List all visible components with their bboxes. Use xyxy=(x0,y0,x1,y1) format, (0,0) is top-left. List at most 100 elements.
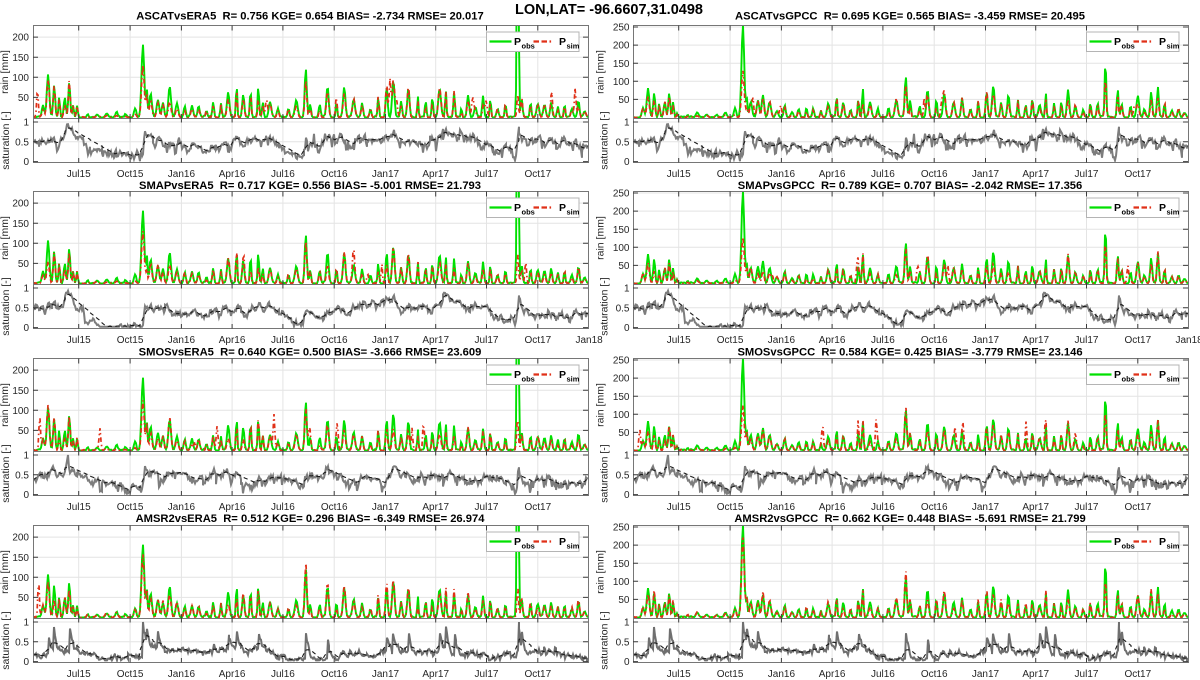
svg-text:0.5: 0.5 xyxy=(15,303,29,314)
svg-text:Apr17: Apr17 xyxy=(422,335,449,346)
svg-text:0.5: 0.5 xyxy=(15,137,29,148)
svg-text:1: 1 xyxy=(23,451,29,462)
svg-text:0.5: 0.5 xyxy=(616,303,630,314)
svg-text:Oct15: Oct15 xyxy=(117,502,144,513)
svg-text:rain [mm]: rain [mm] xyxy=(0,216,11,260)
svg-text:Oct17: Oct17 xyxy=(524,169,551,180)
svg-text:100: 100 xyxy=(613,410,630,421)
svg-text:Jul17: Jul17 xyxy=(1075,502,1099,513)
svg-text:1: 1 xyxy=(624,451,630,462)
svg-text:200: 200 xyxy=(613,541,630,552)
svg-text:saturation [-]: saturation [-] xyxy=(599,111,611,169)
svg-text:rain [mm]: rain [mm] xyxy=(0,550,11,594)
svg-text:Oct15: Oct15 xyxy=(717,502,744,513)
svg-text:SMAPvsGPCC R= 0.789 KGE= 0.70: SMAPvsGPCC R= 0.789 KGE= 0.707 BIAS= -2.… xyxy=(738,180,1083,192)
svg-text:SMAPvsERA5 R= 0.717 KGE= 0.55: SMAPvsERA5 R= 0.717 KGE= 0.556 BIAS= -5.… xyxy=(139,180,481,192)
svg-text:Jul17: Jul17 xyxy=(475,502,499,513)
svg-text:Jan16: Jan16 xyxy=(168,669,196,680)
svg-text:AMSR2vsERA5 R= 0.512 KGE= 0.2: AMSR2vsERA5 R= 0.512 KGE= 0.296 BIAS= -6… xyxy=(136,513,486,525)
svg-text:saturation [-]: saturation [-] xyxy=(0,444,12,502)
svg-text:Jul16: Jul16 xyxy=(871,169,895,180)
svg-text:saturation [-]: saturation [-] xyxy=(0,277,12,335)
svg-text:Jul15: Jul15 xyxy=(667,169,691,180)
svg-text:0.5: 0.5 xyxy=(15,470,29,481)
svg-text:100: 100 xyxy=(12,406,29,417)
svg-text:1: 1 xyxy=(624,284,630,295)
svg-text:ASCATvsGPCC R= 0.695 KGE= 0.5: ASCATvsGPCC R= 0.695 KGE= 0.565 BIAS= -3… xyxy=(735,10,1085,22)
svg-text:0.5: 0.5 xyxy=(616,470,630,481)
svg-text:150: 150 xyxy=(613,559,630,570)
svg-text:rain [mm]: rain [mm] xyxy=(0,383,11,427)
svg-text:Oct17: Oct17 xyxy=(1124,335,1151,346)
svg-text:Apr17: Apr17 xyxy=(1022,502,1049,513)
svg-text:Jul17: Jul17 xyxy=(1075,169,1099,180)
svg-text:Apr17: Apr17 xyxy=(1022,669,1049,680)
svg-text:Apr16: Apr16 xyxy=(819,669,846,680)
svg-text:100: 100 xyxy=(613,577,630,588)
svg-text:Jan17: Jan17 xyxy=(372,169,400,180)
svg-text:SMOSvsERA5 R= 0.640 KGE= 0.50: SMOSvsERA5 R= 0.640 KGE= 0.500 BIAS= -3.… xyxy=(139,346,482,358)
svg-text:Oct16: Oct16 xyxy=(921,169,948,180)
svg-text:saturation [-]: saturation [-] xyxy=(599,444,611,502)
svg-text:50: 50 xyxy=(618,95,630,106)
svg-text:0.5: 0.5 xyxy=(616,637,630,648)
svg-text:150: 150 xyxy=(613,225,630,236)
svg-text:Oct17: Oct17 xyxy=(524,669,551,680)
svg-text:Oct17: Oct17 xyxy=(1124,169,1151,180)
svg-text:Apr17: Apr17 xyxy=(422,669,449,680)
svg-text:100: 100 xyxy=(12,239,29,250)
svg-text:200: 200 xyxy=(613,207,630,218)
svg-text:150: 150 xyxy=(613,59,630,70)
svg-text:Jan16: Jan16 xyxy=(768,335,796,346)
svg-text:Apr17: Apr17 xyxy=(1022,335,1049,346)
svg-text:50: 50 xyxy=(18,426,30,437)
svg-text:saturation [-]: saturation [-] xyxy=(0,611,12,669)
svg-text:100: 100 xyxy=(613,243,630,254)
svg-text:Oct17: Oct17 xyxy=(524,335,551,346)
svg-text:0.5: 0.5 xyxy=(616,137,630,148)
svg-text:150: 150 xyxy=(12,219,29,230)
svg-text:200: 200 xyxy=(613,41,630,52)
svg-text:Jul16: Jul16 xyxy=(271,502,295,513)
svg-text:Jul16: Jul16 xyxy=(271,335,295,346)
svg-text:Oct15: Oct15 xyxy=(117,335,144,346)
svg-text:Jan17: Jan17 xyxy=(972,169,1000,180)
svg-text:Oct16: Oct16 xyxy=(321,502,348,513)
svg-text:Apr16: Apr16 xyxy=(219,169,246,180)
svg-text:Oct16: Oct16 xyxy=(921,502,948,513)
svg-text:Oct15: Oct15 xyxy=(717,169,744,180)
svg-text:Jan18: Jan18 xyxy=(1175,335,1200,346)
svg-text:Jul16: Jul16 xyxy=(271,169,295,180)
svg-text:Jan17: Jan17 xyxy=(372,669,400,680)
svg-text:Jan16: Jan16 xyxy=(168,335,196,346)
svg-text:Jul15: Jul15 xyxy=(667,669,691,680)
svg-text:0: 0 xyxy=(624,157,630,168)
svg-text:1: 1 xyxy=(624,618,630,629)
svg-text:0: 0 xyxy=(624,323,630,334)
svg-text:Apr16: Apr16 xyxy=(819,169,846,180)
svg-text:1: 1 xyxy=(23,618,29,629)
svg-text:Jul15: Jul15 xyxy=(67,169,91,180)
svg-text:50: 50 xyxy=(18,593,30,604)
svg-text:Jul16: Jul16 xyxy=(871,335,895,346)
svg-text:150: 150 xyxy=(12,53,29,64)
svg-text:Jan17: Jan17 xyxy=(372,335,400,346)
svg-text:Jan17: Jan17 xyxy=(972,502,1000,513)
svg-text:Jan16: Jan16 xyxy=(768,502,796,513)
svg-text:Jul17: Jul17 xyxy=(475,169,499,180)
svg-text:Jul16: Jul16 xyxy=(871,669,895,680)
svg-text:250: 250 xyxy=(613,23,630,34)
svg-text:Oct16: Oct16 xyxy=(921,335,948,346)
svg-text:Oct17: Oct17 xyxy=(1124,669,1151,680)
svg-text:Oct15: Oct15 xyxy=(117,169,144,180)
svg-text:Apr16: Apr16 xyxy=(219,335,246,346)
svg-text:rain [mm]: rain [mm] xyxy=(595,216,607,260)
svg-text:250: 250 xyxy=(613,523,630,534)
svg-text:200: 200 xyxy=(613,374,630,385)
svg-text:Jul16: Jul16 xyxy=(871,502,895,513)
svg-text:Apr16: Apr16 xyxy=(219,669,246,680)
svg-text:saturation [-]: saturation [-] xyxy=(599,277,611,335)
svg-text:Jul15: Jul15 xyxy=(67,669,91,680)
svg-text:0.5: 0.5 xyxy=(15,637,29,648)
svg-text:Jul17: Jul17 xyxy=(1075,669,1099,680)
